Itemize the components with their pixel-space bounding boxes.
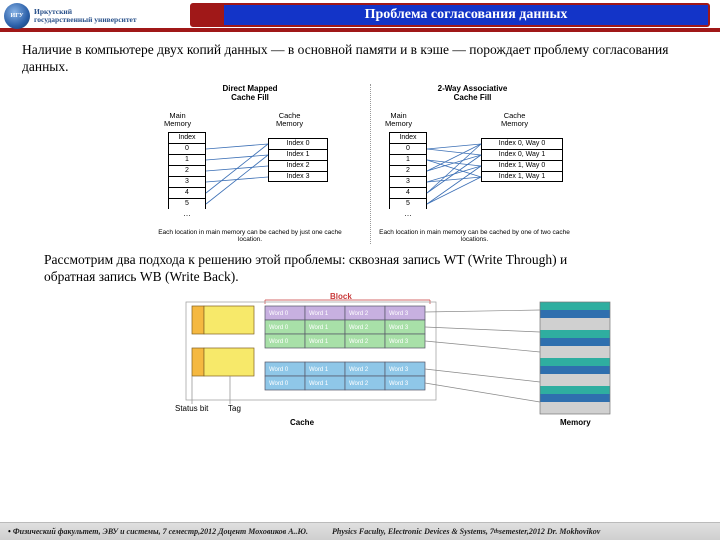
dm-cache-column: Index 0 Index 1 Index 2 Index 3 <box>268 138 328 182</box>
dm-title: Direct Mapped Cache Fill <box>150 84 350 102</box>
svg-text:Word 0: Word 0 <box>269 311 289 317</box>
tag-label: Tag <box>228 404 241 413</box>
tw-mem-5: 5 <box>389 198 427 209</box>
svg-text:Word 3: Word 3 <box>389 367 409 373</box>
dm-mem-1: 1 <box>168 154 206 165</box>
tw-cache-1: Index 0, Way 1 <box>481 149 563 160</box>
dm-cache-2: Index 2 <box>268 160 328 171</box>
dm-mem-2: 2 <box>168 165 206 176</box>
logo-emblem-icon: ИГУ <box>4 3 30 29</box>
block-label: Block <box>330 292 352 301</box>
tw-mem-1: 1 <box>389 154 427 165</box>
tw-cache-column: Index 0, Way 0 Index 0, Way 1 Index 1, W… <box>481 138 563 182</box>
cache-label: Cache <box>290 418 314 427</box>
tw-caption: Each location in main memory can be cach… <box>375 230 574 244</box>
tw-cache-0: Index 0, Way 0 <box>481 138 563 149</box>
svg-text:Word 3: Word 3 <box>389 325 409 331</box>
paragraph-1: Наличие в компьютере двух копий данных —… <box>22 42 698 76</box>
tw-mem-dots: … <box>389 209 427 218</box>
university-logo: ИГУ Иркутский государственный университе… <box>0 0 137 32</box>
svg-text:Word 1: Word 1 <box>309 325 329 331</box>
dm-caption: Each location in main memory can be cach… <box>150 230 350 244</box>
tw-main-l2: Memory <box>385 119 412 128</box>
dm-cache-3: Index 3 <box>268 171 328 182</box>
footer-bullet-icon: • <box>8 527 11 536</box>
dm-cache-l2: Memory <box>276 119 303 128</box>
memory-label: Memory <box>560 418 591 427</box>
dm-cache-label: Cache Memory <box>276 112 303 128</box>
svg-text:Word 2: Word 2 <box>349 367 369 373</box>
status-bit-label: Status bit <box>175 404 208 413</box>
two-way-panel: 2-Way Associative Cache Fill Main Memory… <box>370 84 570 244</box>
dm-main-label: Main Memory <box>164 112 191 128</box>
footer-en-post: semester,2012 Dr. Mokhovikov <box>499 527 600 536</box>
svg-text:Word 1: Word 1 <box>309 311 329 317</box>
tw-cache-label: Cache Memory <box>501 112 528 128</box>
logo-text: Иркутский государственный университет <box>34 8 137 24</box>
dm-cache-1: Index 1 <box>268 149 328 160</box>
cache-mapping-diagram: Direct Mapped Cache Fill Main Memory Cac… <box>150 84 570 244</box>
dm-title-l1: Direct Mapped <box>222 84 277 93</box>
title-band-accent <box>192 5 224 25</box>
svg-text:Word 0: Word 0 <box>269 367 289 373</box>
svg-text:Word 0: Word 0 <box>269 381 289 387</box>
svg-text:Word 3: Word 3 <box>389 339 409 345</box>
tw-main-label: Main Memory <box>385 112 412 128</box>
dm-mem-5: 5 <box>168 198 206 209</box>
tw-cache-2: Index 1, Way 0 <box>481 160 563 171</box>
svg-text:Word 2: Word 2 <box>349 325 369 331</box>
footer-ru: Физический факультет, ЭВУ и системы, 7 с… <box>13 527 308 536</box>
svg-text:Word 1: Word 1 <box>309 339 329 345</box>
dm-cache-0: Index 0 <box>268 138 328 149</box>
svg-text:Word 0: Word 0 <box>269 325 289 331</box>
tw-title-l1: 2-Way Associative <box>438 84 508 93</box>
dm-main-l2: Memory <box>164 119 191 128</box>
dm-mem-dots: … <box>168 209 206 218</box>
slide-title: Проблема согласования данных <box>224 5 708 25</box>
tw-cache-3: Index 1, Way 1 <box>481 171 563 182</box>
tw-title-l2: Cache Fill <box>454 93 492 102</box>
svg-text:Word 2: Word 2 <box>349 339 369 345</box>
dm-main-column: Index 0 1 2 3 4 5 … <box>168 132 206 218</box>
svg-text:Word 3: Word 3 <box>389 381 409 387</box>
slide-footer: • Физический факультет, ЭВУ и системы, 7… <box>0 522 720 540</box>
tw-mem-3: 3 <box>389 176 427 187</box>
dm-mem-header: Index <box>168 132 206 143</box>
svg-text:Word 2: Word 2 <box>349 311 369 317</box>
tw-mem-header: Index <box>389 132 427 143</box>
tw-title: 2-Way Associative Cache Fill <box>375 84 570 102</box>
svg-text:Word 0: Word 0 <box>269 339 289 345</box>
dm-mem-0: 0 <box>168 143 206 154</box>
slide-header: ИГУ Иркутский государственный университе… <box>0 0 720 32</box>
svg-text:Word 1: Word 1 <box>309 367 329 373</box>
slide-body: Наличие в компьютере двух копий данных —… <box>0 32 720 432</box>
svg-text:Word 3: Word 3 <box>389 311 409 317</box>
logo-text-line2: государственный университет <box>34 16 137 24</box>
dm-mem-4: 4 <box>168 187 206 198</box>
tw-mem-2: 2 <box>389 165 427 176</box>
cache-block-diagram: Word 0 Word 1 Word 2 Word 3 Word 0 Word 1 Word… <box>100 292 620 432</box>
direct-mapped-panel: Direct Mapped Cache Fill Main Memory Cac… <box>150 84 350 244</box>
footer-en-pre: Physics Faculty, Electronic Devices & Sy… <box>332 527 494 536</box>
tw-mem-4: 4 <box>389 187 427 198</box>
paragraph-2: Рассмотрим два подхода к решению этой пр… <box>44 252 584 286</box>
svg-text:Word 1: Word 1 <box>309 381 329 387</box>
title-band: Проблема согласования данных <box>190 3 710 27</box>
tw-main-column: Index 0 1 2 3 4 5 … <box>389 132 427 218</box>
dm-mem-3: 3 <box>168 176 206 187</box>
dm-title-l2: Cache Fill <box>231 93 269 102</box>
tw-mem-0: 0 <box>389 143 427 154</box>
svg-text:Word 2: Word 2 <box>349 381 369 387</box>
tw-cache-l2: Memory <box>501 119 528 128</box>
